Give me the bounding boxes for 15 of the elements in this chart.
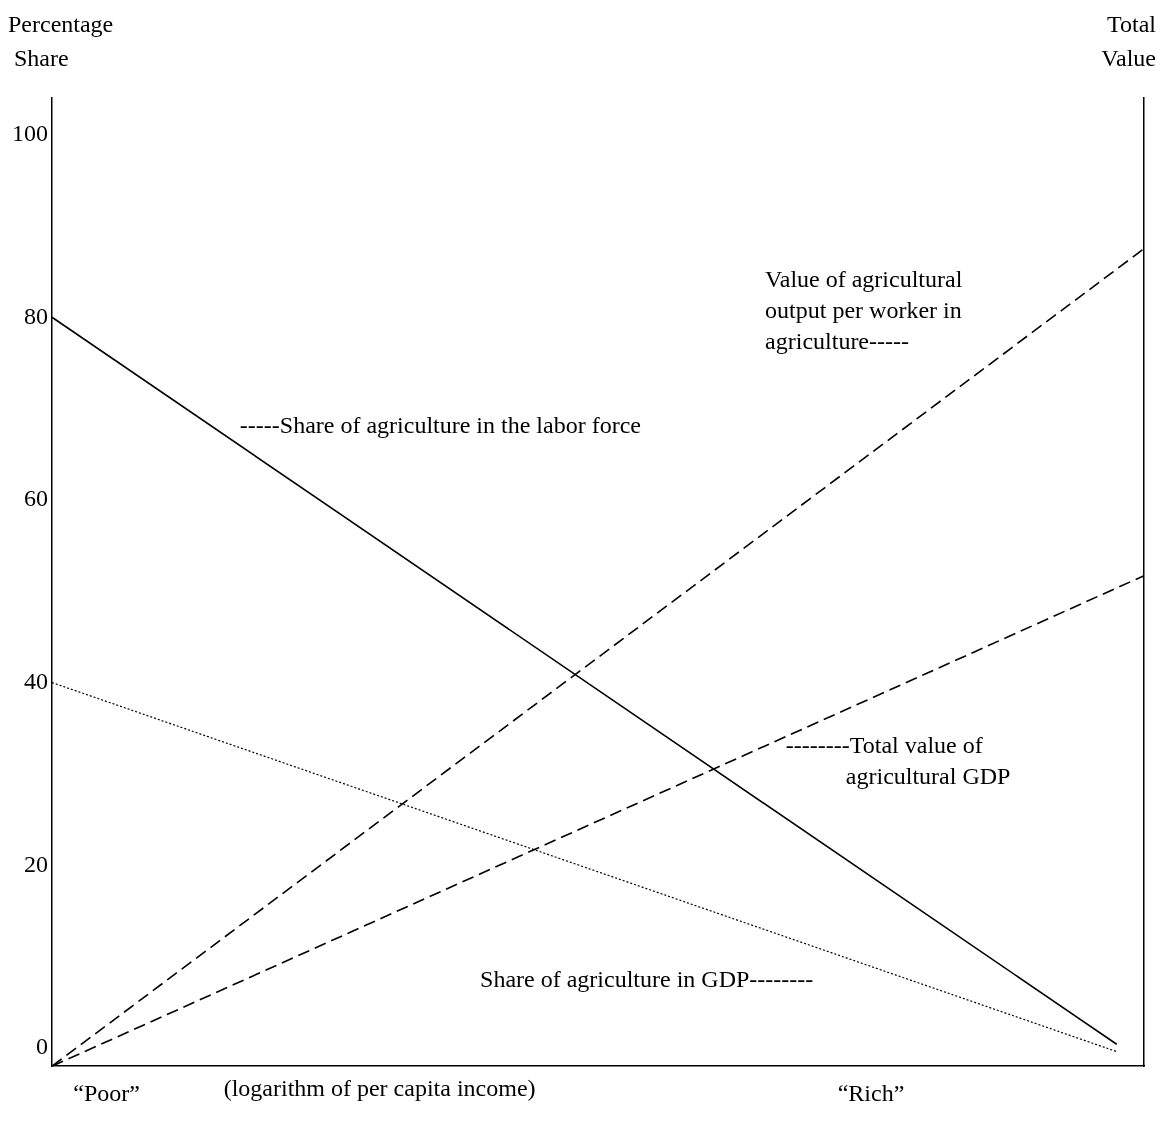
series-label: -----Share of agriculture in the labor force bbox=[239, 412, 641, 439]
y-axis-title: Percentage Share bbox=[8, 11, 114, 72]
y-tick-label: 20 bbox=[24, 850, 48, 877]
series-label: Value of agricultural output per worker in agriculture----- bbox=[765, 265, 963, 354]
y-tick-label: 80 bbox=[24, 302, 48, 329]
x-axis-title: (logarithm of per capita income) bbox=[223, 1075, 536, 1102]
y-tick-label: 60 bbox=[24, 485, 48, 512]
x-tick-label: “Poor” bbox=[73, 1079, 140, 1106]
series-label: Share of agriculture in GDP-------- bbox=[480, 965, 814, 992]
y-tick-label: 40 bbox=[24, 667, 48, 694]
x-tick-label: “Rich” bbox=[837, 1079, 905, 1106]
y-tick-label: 100 bbox=[12, 119, 48, 146]
series-label: --------Total value of agricultural GDP bbox=[785, 731, 1011, 789]
y2-axis-title: Total Value bbox=[1101, 11, 1157, 72]
y-tick-label: 0 bbox=[36, 1033, 48, 1060]
